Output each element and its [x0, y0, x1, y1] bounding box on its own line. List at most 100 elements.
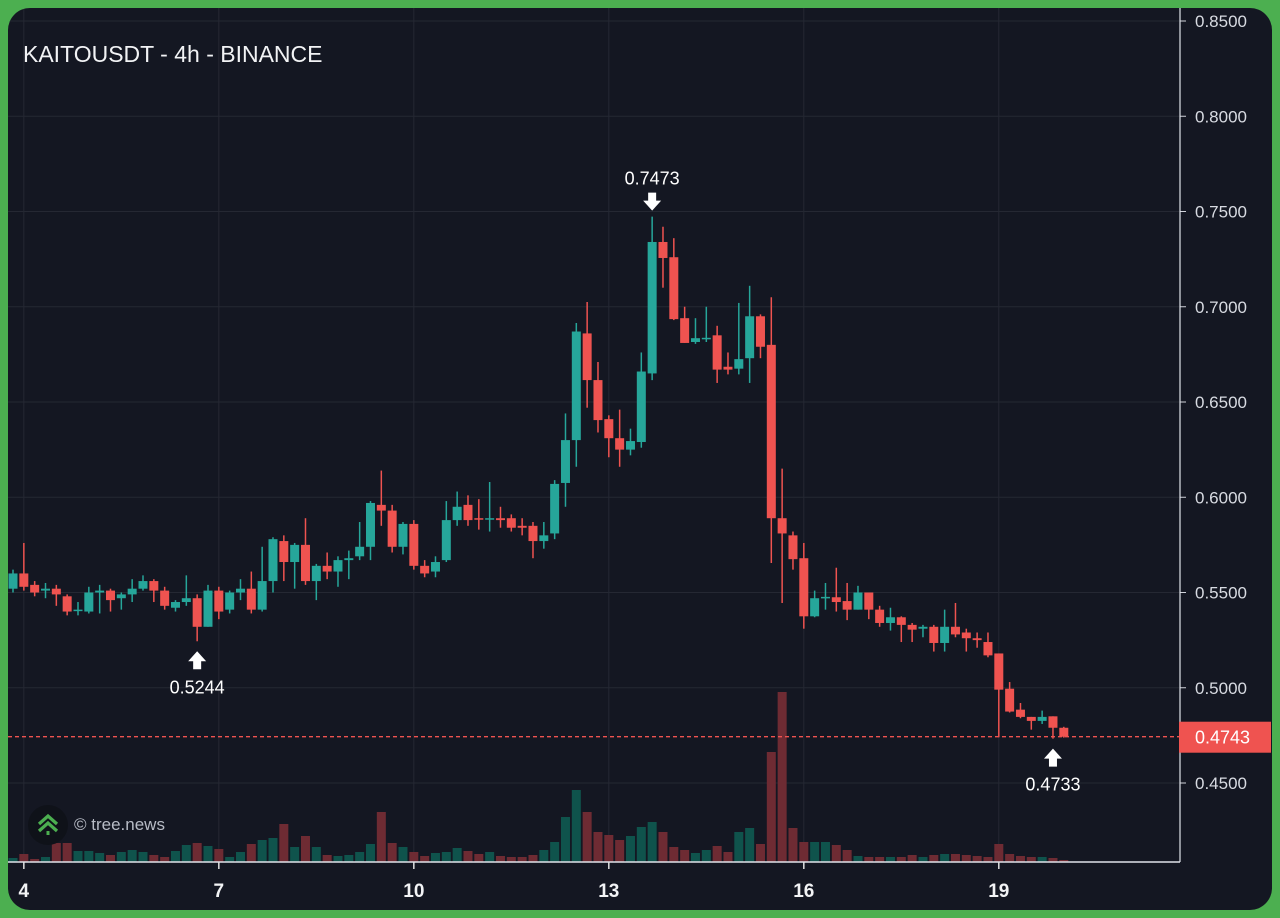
volume-bar [723, 852, 733, 862]
candle-body [51, 588, 61, 595]
volume-bar [885, 857, 895, 862]
volume-bar [820, 842, 830, 862]
volume-bar [95, 853, 105, 862]
volume-bar [864, 857, 874, 862]
y-tick-label: 0.5000 [1195, 679, 1247, 698]
volume-bar [333, 856, 343, 862]
volume-bar [658, 832, 668, 862]
candle-body [983, 642, 993, 656]
candle-body [116, 594, 126, 599]
candle-body [246, 588, 256, 610]
candle-body [149, 581, 159, 591]
candle-body [918, 626, 928, 629]
candle-body [441, 520, 451, 561]
candle-body [950, 626, 960, 635]
volume-bar [1048, 858, 1058, 862]
candle-body [875, 609, 885, 623]
candle-body [322, 565, 332, 572]
volume-bar [311, 847, 321, 862]
candle-body [344, 558, 354, 561]
candle-body [203, 590, 213, 627]
volume-bar [788, 828, 798, 862]
candle-body [225, 592, 235, 610]
volume-bar [441, 852, 451, 862]
volume-bar [398, 847, 408, 862]
candle-body [864, 592, 874, 610]
candle-body [95, 590, 105, 593]
candle-body [571, 331, 581, 441]
volume-bar [322, 855, 332, 862]
volume-bar [290, 847, 300, 862]
volume-bar [918, 857, 928, 862]
x-tick-label: 16 [793, 881, 814, 902]
chart-title: KAITOUSDT - 4h - BINANCE [23, 41, 323, 67]
candle-body [355, 546, 365, 557]
candle-body [105, 590, 115, 601]
chart-panel: 0.8500 0.8000 0.7500 0.7000 0.6500 0.6000 0.55… [8, 8, 1272, 910]
candle-body [19, 573, 29, 587]
volume-bar [30, 859, 40, 862]
candle-body [268, 539, 278, 582]
candle-body [788, 535, 798, 560]
candlestick-chart[interactable]: 0.8500 0.8000 0.7500 0.7000 0.6500 0.6000 0.55… [8, 8, 1272, 910]
volume-bar [875, 857, 885, 862]
volume-bar [160, 857, 170, 862]
candle-body [474, 518, 484, 520]
axes: 0.8500 0.8000 0.7500 0.7000 0.6500 0.6000 0.55… [8, 8, 1247, 902]
volume-bar [127, 850, 137, 862]
candle-body [257, 581, 267, 610]
volume-bar [344, 855, 354, 862]
volume-bar [972, 856, 982, 862]
volume-bar [1005, 854, 1015, 862]
candle-body [550, 483, 560, 534]
candle-body [680, 318, 690, 343]
volume-bar [181, 845, 191, 862]
volume-bar [225, 857, 235, 862]
candle-body [62, 596, 72, 612]
annotations: 0.4743 0.7473 0.5244 0.4733 [8, 169, 1271, 795]
volume-bar [8, 858, 18, 862]
candle-body [723, 366, 733, 370]
volume-bar [690, 853, 700, 862]
candle-body [398, 523, 408, 547]
y-tick-label: 0.8500 [1195, 12, 1247, 31]
volume-bar [625, 836, 635, 862]
candle-body [430, 562, 440, 572]
volume-bar [214, 849, 224, 862]
volume-bar [755, 844, 765, 862]
volume-bars [8, 692, 1069, 862]
volume-bar [51, 843, 61, 862]
x-tick-label: 4 [19, 881, 30, 902]
candle-body [84, 592, 94, 612]
candle-body [669, 257, 679, 320]
volume-bar [485, 852, 495, 862]
candle-body [940, 626, 950, 643]
candle-body [961, 632, 971, 639]
x-tick-label: 10 [403, 881, 424, 902]
volume-bar [550, 842, 560, 862]
volume-bar [387, 843, 397, 862]
last-price-label: 0.4743 [1195, 728, 1250, 748]
candles [8, 216, 1069, 739]
candle-body [777, 518, 787, 534]
candle-body [376, 504, 386, 511]
volume-bar [560, 817, 570, 862]
candle-body [615, 438, 625, 450]
volume-bar [950, 854, 960, 862]
x-tick-label: 19 [988, 881, 1009, 902]
candle-body [929, 626, 939, 643]
volume-bar [842, 850, 852, 862]
candle-body [485, 518, 495, 520]
candle-body [636, 371, 646, 443]
candle-body [1005, 688, 1015, 712]
volume-bar [430, 853, 440, 862]
volume-bar [1015, 856, 1025, 862]
candle-body [409, 523, 419, 566]
volume-bar [149, 855, 159, 862]
volume-bar [300, 836, 310, 862]
candle-body [690, 338, 700, 342]
candle-body [311, 565, 321, 582]
candle-body [853, 592, 863, 610]
volume-bar [853, 856, 863, 862]
volume-bar [528, 855, 538, 862]
